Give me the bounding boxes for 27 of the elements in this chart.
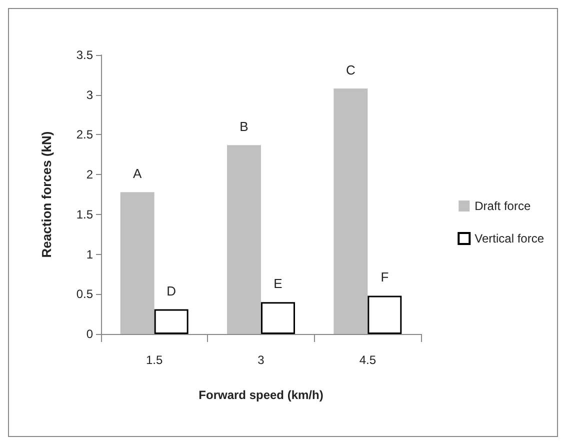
x-axis-title: Forward speed (km/h) [198,388,324,402]
y-tick-label: 1 [86,247,94,262]
data-label: A [132,166,142,182]
y-tick-label: 0.5 [76,287,94,302]
x-tick-label: 1.5 [146,353,163,367]
y-tick-label: 0 [86,327,94,341]
data-label: E [274,276,283,292]
bar [368,296,402,334]
y-tick-label: 2 [86,168,94,182]
y-axis-title: Reaction forces (kN) [39,131,54,258]
bar [227,145,261,334]
legend-label: Vertical force [474,232,544,246]
bar [334,88,368,334]
y-tick-label: 1.5 [76,207,94,222]
data-label: C [346,62,356,78]
y-tick-label: 3 [86,88,94,102]
x-tick-label: 3 [258,353,265,367]
data-label: F [380,270,389,285]
bar [154,309,188,334]
data-label: B [240,119,248,134]
y-tick-label: 3.5 [76,48,94,62]
y-tick-label: 2.5 [76,128,94,142]
bar [261,302,295,334]
legend-label: Draft force [474,199,531,213]
data-label: D [166,283,176,298]
x-tick-label: 4.5 [359,353,376,367]
bar [120,192,154,334]
